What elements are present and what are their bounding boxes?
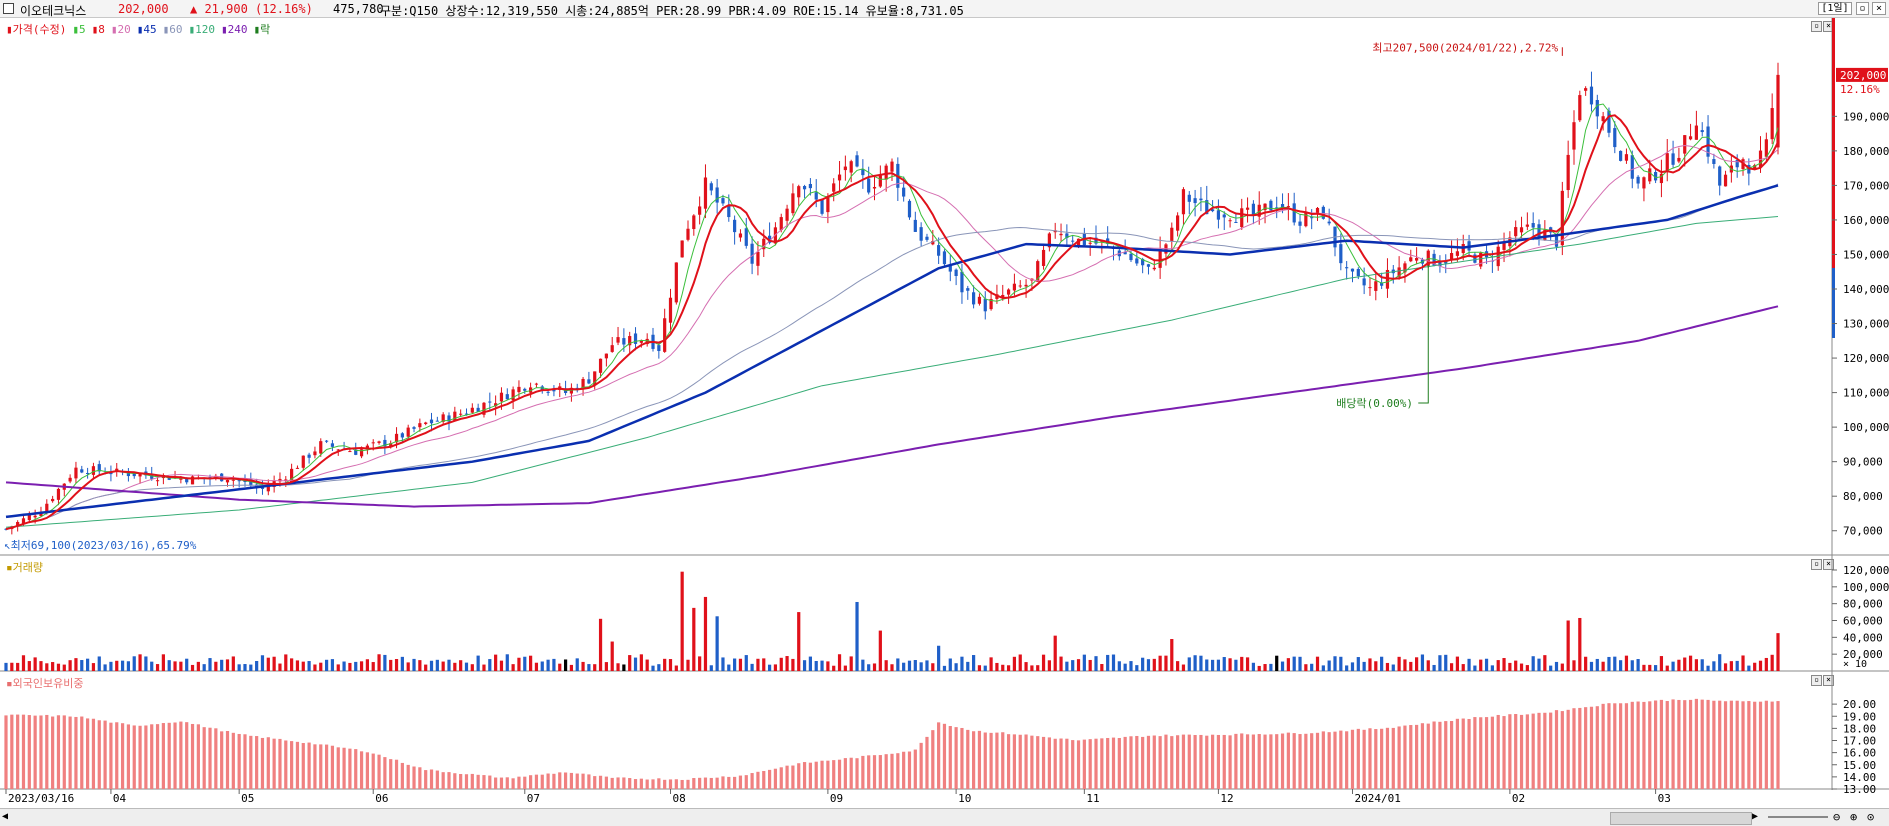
x-tick-label: 2023/03/16 [8,792,74,805]
stock-name: 이오테크닉스 [20,4,87,18]
restore-icon[interactable]: ▫ [1856,2,1869,15]
x-tick-label: 05 [241,792,254,805]
x-tick-label: 2024/01 [1354,792,1400,805]
volume-pane[interactable]: ▪거래량 ▫ × [0,556,1889,671]
scroll-left-icon[interactable]: ◀ [2,811,9,822]
zoom-out-icon[interactable]: ⊖ [1833,810,1841,824]
legend-item-8: ▮락 [253,23,271,36]
period-button[interactable]: [1일] [1818,2,1852,15]
scroll-thumb[interactable] [1610,812,1752,825]
price-legend: ▮가격(수정) ▮5 ▮8 ▮20 ▮45 ▮60 ▮120 ▮240 ▮락 [6,21,276,37]
legend-item-0: ▮가격(수정) [6,23,67,36]
legend-item-6: ▮120 [188,23,215,36]
pane-close-icon[interactable]: × [1823,559,1834,570]
pane-close-icon[interactable]: × [1823,21,1834,32]
x-tick-label: 10 [958,792,971,805]
x-tick-label: 02 [1512,792,1525,805]
x-tick-label: 09 [830,792,843,805]
scroll-right-icon[interactable]: ▶ [1752,811,1759,822]
x-tick-label: 07 [527,792,540,805]
zoom-in-icon[interactable]: ⊕ [1850,810,1858,824]
horizontal-scrollbar[interactable]: ◀ ▶ ⊖ ⊕ ⊙ [0,808,1889,826]
x-tick-label: 11 [1086,792,1099,805]
legend-item-5: ▮60 [162,23,183,36]
foreign-pane[interactable]: ▪외국인보유비중 ▫ × [0,672,1889,789]
pane-close-icon[interactable]: × [1823,675,1834,686]
legend-item-7: ▮240 [220,23,248,36]
legend-item-3: ▮20 [110,23,131,36]
legend-item-1: ▮5 [72,23,86,36]
x-tick-label: 04 [113,792,127,805]
foreign-legend: ▪외국인보유비중 [6,677,84,690]
price-pane[interactable]: ▮가격(수정) ▮5 ▮8 ▮20 ▮45 ▮60 ▮120 ▮240 ▮락 ▫ × [0,18,1889,555]
x-tick-label: 03 [1658,792,1671,805]
checkbox-icon[interactable] [3,3,14,14]
volume-legend: ▪거래량 [6,561,43,574]
stock-volume: 475,780 [333,2,384,16]
close-icon[interactable]: × [1872,2,1886,15]
pane-minimize-icon[interactable]: ▫ [1811,21,1822,32]
legend-item-4: ▮45 [136,23,157,36]
x-tick-label: 12 [1220,792,1233,805]
stock-info: 구분:Q150 상장수:12,319,550 시총:24,885억 PER:28… [380,4,964,18]
x-tick-label: 08 [673,792,686,805]
legend-item-2: ▮8 [91,23,105,36]
x-tick-label: 06 [375,792,388,805]
title-bar: 이오테크닉스 202,000 ▲ 21,900 (12.16%) 475,780… [0,0,1889,18]
zoom-reset-icon[interactable]: ⊙ [1867,810,1875,824]
pane-minimize-icon[interactable]: ▫ [1811,675,1822,686]
zoom-slider[interactable] [1768,816,1828,818]
stock-change: ▲ 21,900 (12.16%) [190,2,313,16]
pane-minimize-icon[interactable]: ▫ [1811,559,1822,570]
stock-price: 202,000 [118,2,169,16]
